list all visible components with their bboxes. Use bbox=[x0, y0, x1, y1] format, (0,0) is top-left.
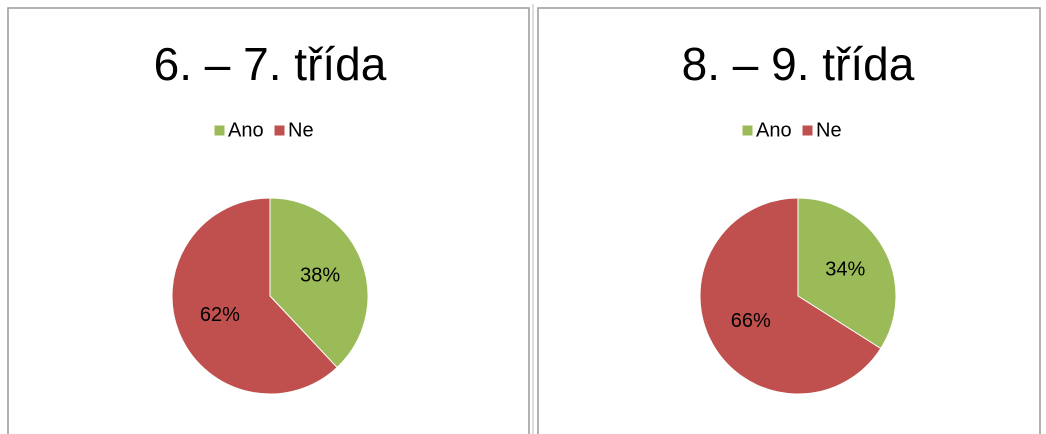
data-label: 62% bbox=[200, 304, 240, 326]
panel-frame bbox=[537, 7, 1041, 434]
legend-label: Ano bbox=[228, 119, 264, 141]
data-label: 38% bbox=[300, 264, 340, 286]
legend-swatch bbox=[801, 124, 814, 137]
pie-slice bbox=[171, 197, 338, 395]
data-label: 66% bbox=[731, 310, 771, 332]
chart-title: 6. – 7. třída bbox=[154, 38, 387, 90]
legend-label: Ne bbox=[816, 119, 842, 141]
legend-label: Ne bbox=[288, 119, 314, 141]
pie-slice bbox=[269, 197, 369, 369]
pie-slice bbox=[699, 197, 882, 395]
pie-slice bbox=[797, 197, 897, 350]
legend-swatch bbox=[213, 124, 226, 137]
legend-swatch bbox=[273, 124, 286, 137]
data-label: 34% bbox=[825, 258, 865, 280]
legend-label: Ano bbox=[756, 119, 792, 141]
legend-swatch bbox=[741, 124, 754, 137]
panel-frame bbox=[7, 7, 530, 434]
chart-title: 8. – 9. třída bbox=[682, 38, 915, 90]
